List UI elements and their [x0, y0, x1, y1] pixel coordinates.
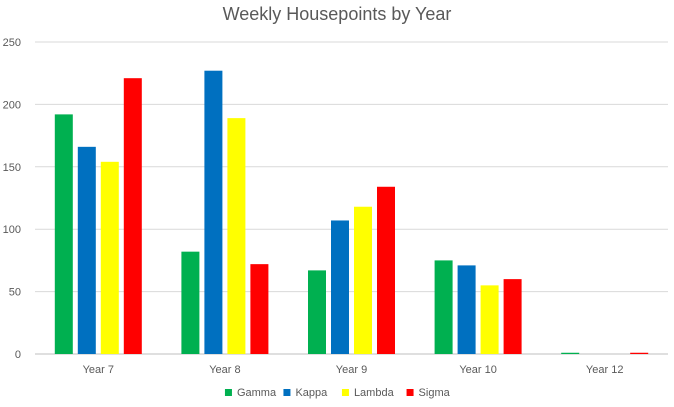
bar-sigma-year-9 [377, 186, 395, 354]
bar-lambda-year-9 [354, 206, 372, 354]
legend-label-kappa: Kappa [295, 387, 328, 399]
bar-kappa-year-9 [331, 220, 349, 354]
legend: Gamma Kappa Lambda Sigma [224, 387, 451, 399]
x-tick-label: Year 7 [83, 364, 114, 376]
bar-kappa-year-7 [77, 146, 96, 354]
y-tick-label: 100 [3, 224, 21, 236]
x-tick-label: Year 12 [586, 364, 624, 376]
legend-label-sigma: Sigma [419, 387, 451, 399]
bar-lambda-year-10 [480, 285, 499, 354]
bar-gamma-year-8 [181, 251, 200, 354]
legend-label-lambda: Lambda [354, 387, 395, 399]
legend-label-gamma: Gamma [237, 387, 277, 399]
y-tick-label: 0 [15, 349, 21, 361]
legend-swatch-gamma [224, 389, 232, 396]
y-tick-label: 250 [3, 37, 21, 49]
bar-sigma-year-8 [250, 264, 269, 354]
bar-lambda-year-8 [227, 118, 246, 355]
bar-sigma-year-7 [123, 78, 142, 354]
y-tick-label: 200 [3, 99, 21, 111]
bar-gamma-year-9 [308, 270, 326, 354]
x-axis-ticks: Year 7 Year 8 Year 9 Year 10 Year 12 [83, 364, 624, 376]
bar-kappa-year-8 [204, 70, 223, 354]
bar-sigma-year-10 [503, 279, 522, 354]
bar-kappa-year-10 [457, 265, 476, 354]
y-axis-ticks: 0 50 100 150 200 250 [3, 37, 21, 361]
legend-swatch-lambda [341, 389, 349, 396]
bar-gamma-year-7 [54, 114, 73, 354]
bar-lambda-year-7 [100, 161, 119, 354]
legend-swatch-sigma [406, 389, 414, 396]
chart-title: Weekly Housepoints by Year [223, 4, 452, 24]
bar-sigma-year-12 [630, 352, 649, 354]
bar-gamma-year-10 [434, 260, 453, 354]
bars [54, 70, 649, 355]
x-tick-label: Year 10 [459, 364, 497, 376]
x-tick-label: Year 8 [209, 364, 240, 376]
x-tick-label: Year 9 [336, 364, 367, 376]
bar-gamma-year-12 [561, 352, 580, 354]
legend-swatch-kappa [283, 389, 291, 396]
y-tick-label: 50 [9, 287, 21, 299]
y-tick-label: 150 [3, 162, 21, 174]
